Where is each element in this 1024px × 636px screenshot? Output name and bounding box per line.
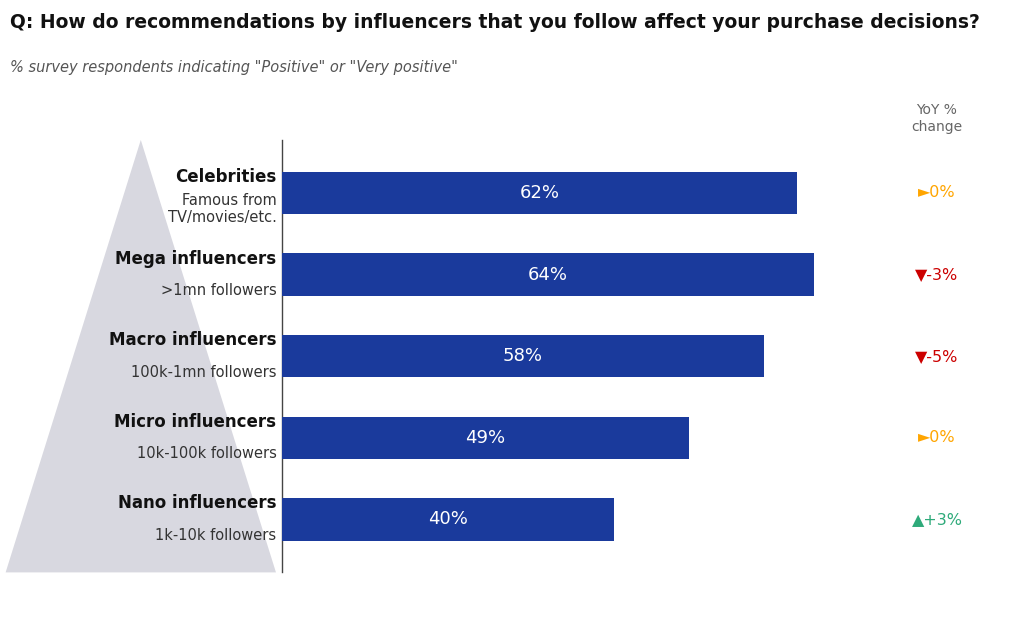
Text: >1mn followers: >1mn followers bbox=[161, 283, 276, 298]
Text: 10k-100k followers: 10k-100k followers bbox=[136, 446, 276, 461]
Bar bbox=[282, 498, 614, 541]
Bar bbox=[282, 253, 814, 296]
Bar bbox=[282, 172, 798, 214]
Text: Mega influencers: Mega influencers bbox=[116, 250, 276, 268]
Text: Micro influencers: Micro influencers bbox=[115, 413, 276, 431]
Text: YoY %
change: YoY % change bbox=[911, 104, 963, 134]
Bar bbox=[282, 417, 689, 459]
Text: 64%: 64% bbox=[527, 266, 568, 284]
Text: 49%: 49% bbox=[465, 429, 506, 446]
Text: Nano influencers: Nano influencers bbox=[118, 494, 276, 513]
Bar bbox=[282, 335, 764, 377]
Text: Q: How do recommendations by influencers that you follow affect your purchase de: Q: How do recommendations by influencers… bbox=[10, 13, 980, 32]
Text: ▼-3%: ▼-3% bbox=[915, 267, 958, 282]
Text: Macro influencers: Macro influencers bbox=[109, 331, 276, 349]
Text: ▲+3%: ▲+3% bbox=[911, 512, 963, 527]
Text: Famous from
TV/movies/etc.: Famous from TV/movies/etc. bbox=[168, 193, 276, 225]
Text: 40%: 40% bbox=[428, 510, 468, 529]
Text: 100k-1mn followers: 100k-1mn followers bbox=[131, 364, 276, 380]
Text: Celebrities: Celebrities bbox=[175, 168, 276, 186]
Text: 1k-10k followers: 1k-10k followers bbox=[156, 528, 276, 543]
Text: % survey respondents indicating "Positive" or "Very positive": % survey respondents indicating "Positiv… bbox=[10, 60, 458, 76]
Text: ►0%: ►0% bbox=[919, 431, 955, 445]
Text: 58%: 58% bbox=[503, 347, 543, 365]
Text: 62%: 62% bbox=[519, 184, 559, 202]
Text: ►0%: ►0% bbox=[919, 186, 955, 200]
Text: ▼-5%: ▼-5% bbox=[915, 349, 958, 364]
